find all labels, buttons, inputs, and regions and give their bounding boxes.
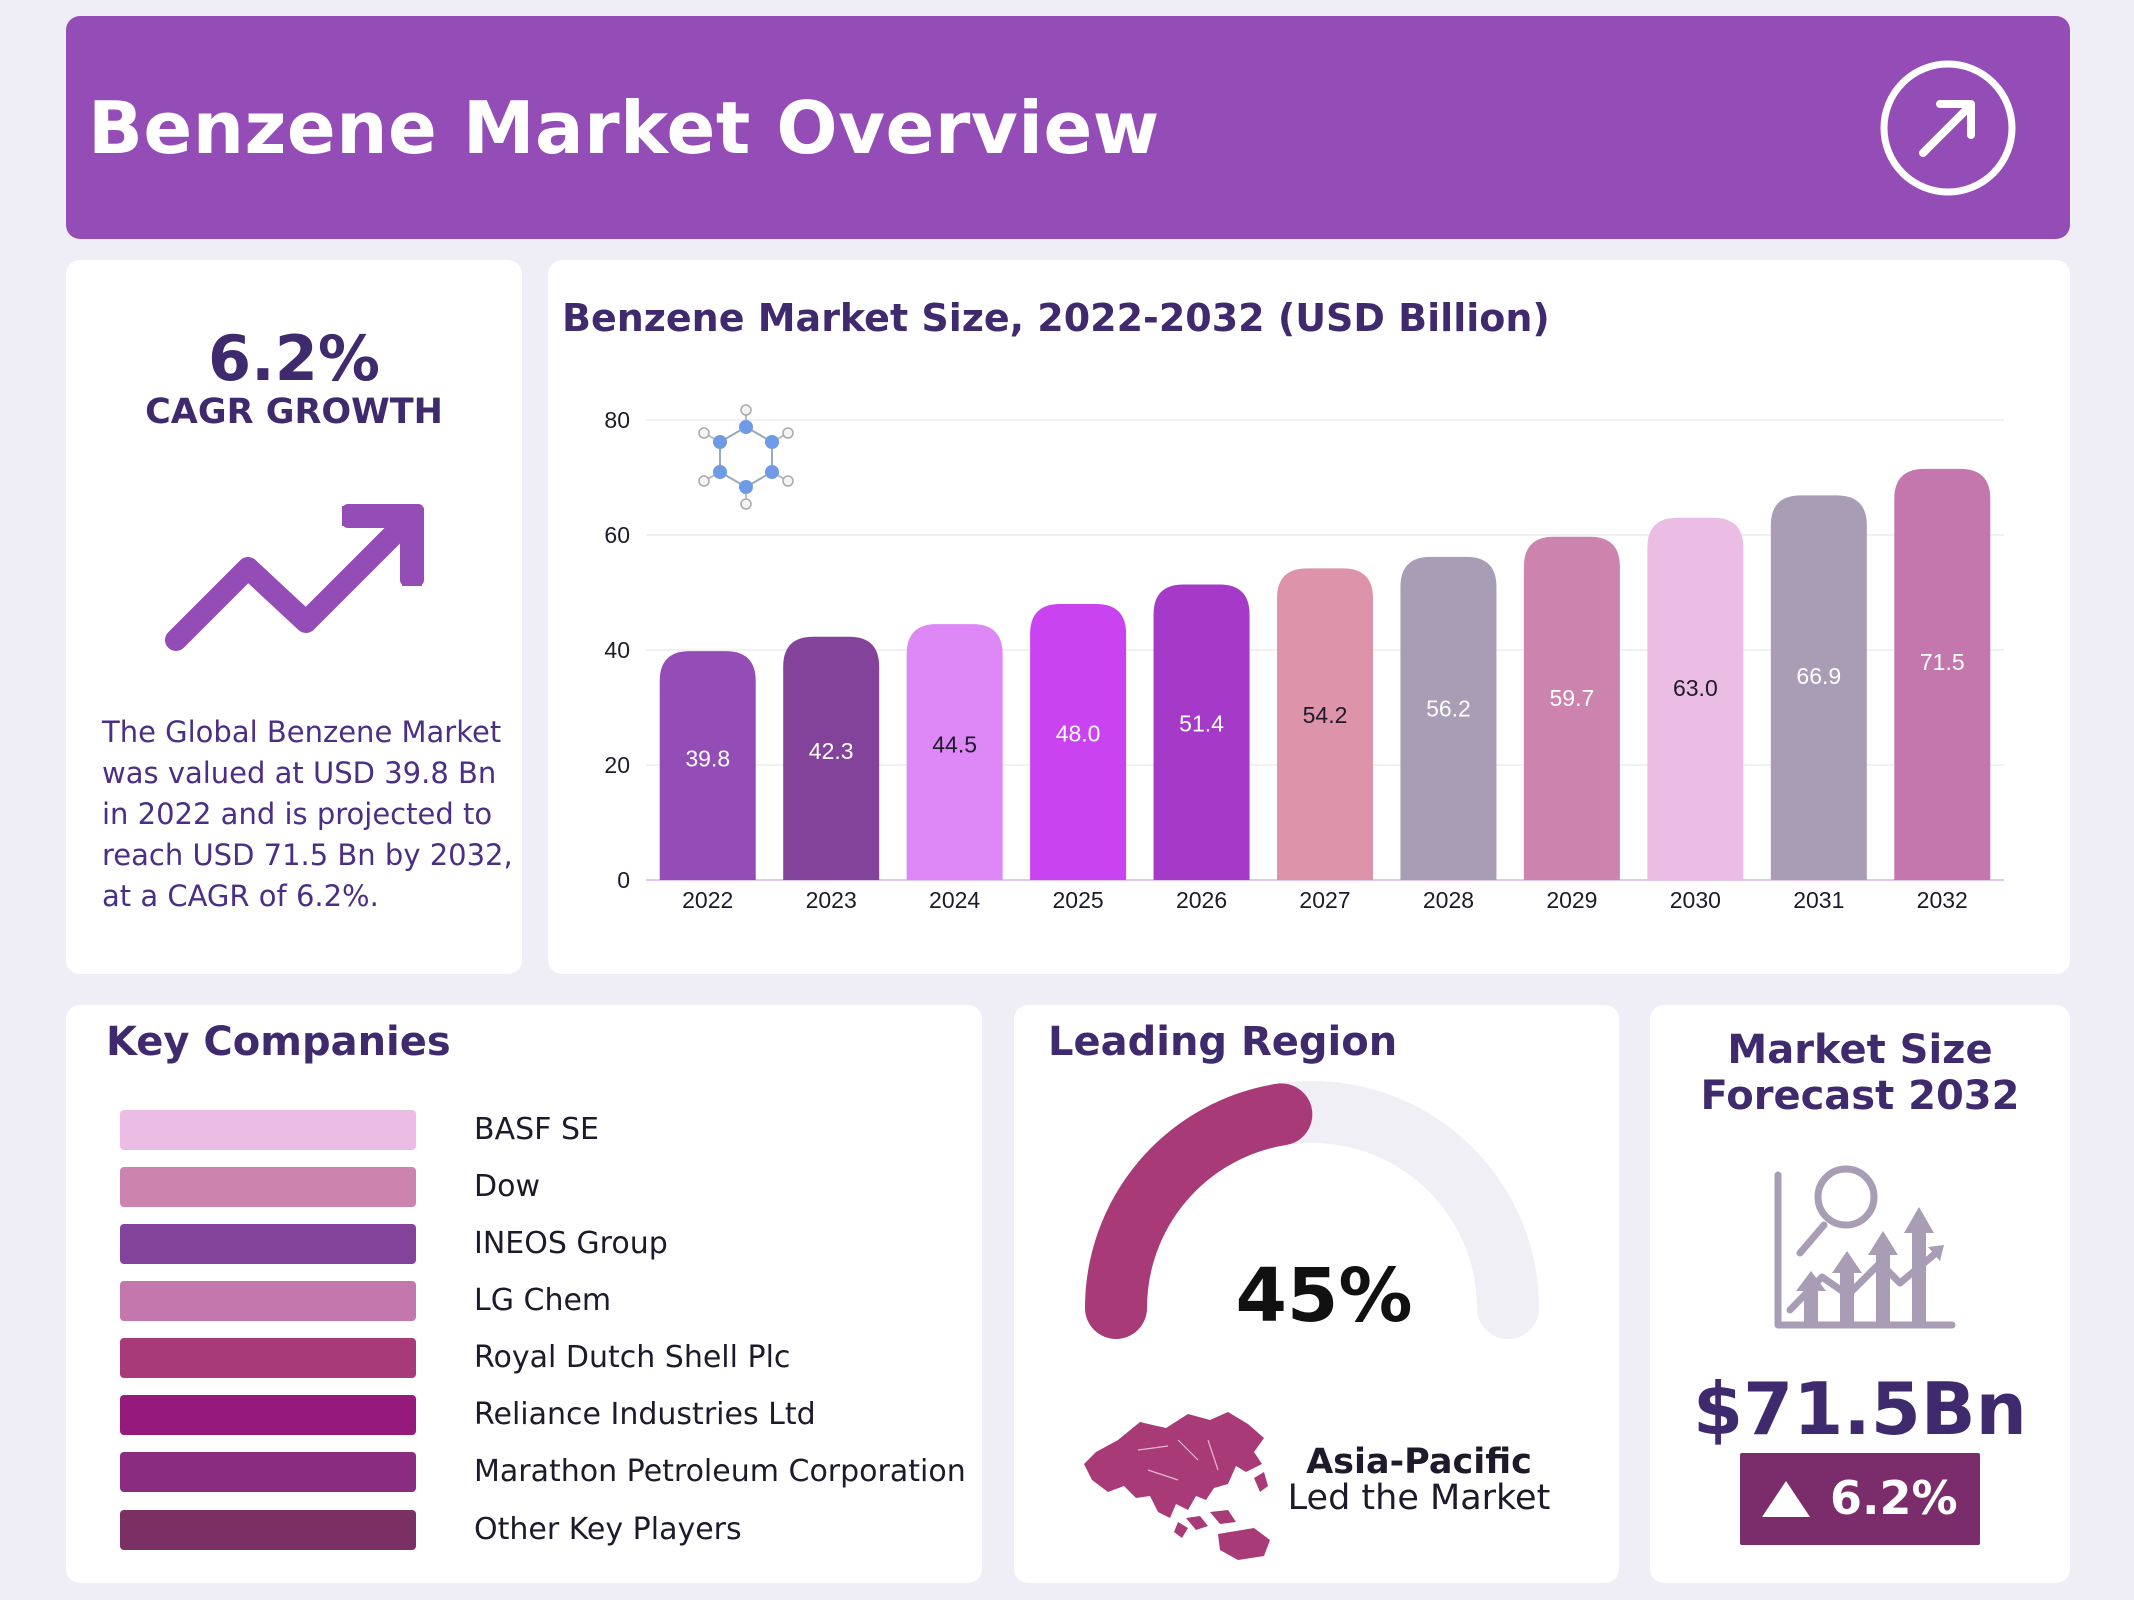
bar-value-label: 59.7 — [1550, 685, 1595, 711]
company-name: BASF SE — [474, 1112, 599, 1147]
region-name: Asia-Pacific — [1306, 1442, 1532, 1482]
bar-value-label: 56.2 — [1426, 696, 1471, 722]
header-banner: Benzene Market Overview — [66, 16, 2070, 239]
gauge-fill — [1085, 1083, 1313, 1339]
forecast-value: $71.5Bn — [1693, 1367, 2027, 1451]
company-name: Marathon Petroleum Corporation — [474, 1454, 966, 1489]
y-tick-label: 60 — [604, 522, 630, 548]
bar-2031 — [1770, 495, 1867, 880]
company-name: Reliance Industries Ltd — [474, 1397, 816, 1432]
leading-region-title: Leading Region — [1048, 1019, 1398, 1065]
key-companies-title: Key Companies — [106, 1019, 451, 1065]
bar-2023 — [783, 636, 880, 880]
x-tick-label: 2031 — [1793, 887, 1844, 913]
bar-value-label: 54.2 — [1303, 702, 1348, 728]
region-share-gauge — [1085, 1081, 1539, 1339]
company-row: Other Key Players — [120, 1510, 970, 1550]
page-title: Benzene Market Overview — [88, 86, 1160, 170]
x-tick-label: 2028 — [1423, 887, 1474, 913]
company-color-bar — [120, 1224, 416, 1264]
y-tick-label: 40 — [604, 637, 630, 663]
company-color-bar — [120, 1510, 416, 1550]
company-color-bar — [120, 1395, 416, 1435]
company-name: Other Key Players — [474, 1512, 742, 1547]
bar-2024 — [906, 624, 1003, 880]
bar-value-label: 44.5 — [932, 731, 977, 757]
bar-value-label: 48.0 — [1056, 721, 1101, 747]
company-row: Marathon Petroleum Corporation — [120, 1452, 970, 1492]
x-tick-label: 2023 — [806, 887, 857, 913]
growth-badge: 6.2% — [1740, 1453, 1980, 1545]
benzene-molecule-icon — [698, 404, 794, 510]
y-tick-label: 20 — [604, 752, 630, 778]
cagr-card: 6.2% CAGR GROWTH The Global Benzene Mark… — [66, 260, 522, 974]
arrow-up-right-circle-icon[interactable] — [1878, 58, 2018, 198]
asia-pacific-map-icon — [1084, 1412, 1270, 1560]
forecast-card: Market Size Forecast 2032 $71.5Bn 6.2% — [1650, 1005, 2070, 1583]
company-color-bar — [120, 1167, 416, 1207]
company-row: Dow — [120, 1167, 970, 1207]
x-tick-label: 2030 — [1670, 887, 1721, 913]
y-tick-label: 0 — [617, 867, 630, 893]
company-name: LG Chem — [474, 1283, 612, 1318]
key-companies-card: Key Companies BASF SE Dow INEOS Group LG Ch… — [66, 1005, 982, 1583]
company-name: Dow — [474, 1169, 540, 1204]
x-tick-label: 2022 — [682, 887, 733, 913]
y-tick-label: 80 — [604, 407, 630, 433]
forecast-title-line2: Forecast 2032 — [1700, 1073, 2020, 1119]
bar-2029 — [1523, 536, 1620, 880]
x-tick-label: 2029 — [1546, 887, 1597, 913]
chart-bars: 39.8 2022 42.3 2023 44.5 2024 48.0 2025 51.4 2026… — [659, 468, 1991, 913]
cagr-value: 6.2% — [208, 322, 380, 395]
bar-2025 — [1030, 604, 1127, 880]
forecast-title-line1: Market Size — [1727, 1027, 1993, 1073]
company-row: LG Chem — [120, 1281, 970, 1321]
forecast-title: Market Size Forecast 2032 — [1650, 1027, 2070, 1119]
bar-value-label: 51.4 — [1179, 710, 1224, 736]
bar-value-label: 63.0 — [1673, 675, 1718, 701]
bar-value-label: 66.9 — [1796, 663, 1841, 689]
company-color-bar — [120, 1281, 416, 1321]
trending-up-icon — [165, 504, 424, 651]
company-row: BASF SE — [120, 1110, 970, 1150]
chart-title: Benzene Market Size, 2022-2032 (USD Bill… — [562, 296, 1550, 340]
x-tick-label: 2026 — [1176, 887, 1227, 913]
company-color-bar — [120, 1110, 416, 1150]
x-tick-label: 2025 — [1053, 887, 1104, 913]
cagr-label: CAGR GROWTH — [145, 392, 443, 432]
triangle-up-icon — [1762, 1481, 1810, 1517]
company-row: Reliance Industries Ltd — [120, 1395, 970, 1435]
bar-value-label: 71.5 — [1920, 649, 1965, 675]
bar-value-label: 42.3 — [809, 738, 854, 764]
growth-badge-value: 6.2% — [1830, 1471, 1958, 1525]
company-row: INEOS Group — [120, 1224, 970, 1264]
bar-value-label: 39.8 — [685, 746, 730, 772]
bar-2022 — [659, 651, 756, 880]
company-color-bar — [120, 1338, 416, 1378]
company-name: INEOS Group — [474, 1226, 668, 1261]
region-share-value: 45% — [1235, 1253, 1413, 1339]
company-name: Royal Dutch Shell Plc — [474, 1340, 791, 1375]
bar-2026 — [1153, 584, 1250, 880]
bar-2027 — [1277, 568, 1373, 880]
bar-2028 — [1400, 556, 1497, 880]
region-subtitle: Led the Market — [1287, 1478, 1551, 1518]
x-tick-label: 2024 — [929, 887, 980, 913]
leading-region-card: Leading Region 45% Asia-Pacific Led the … — [1014, 1005, 1619, 1583]
bar-2032 — [1894, 468, 1991, 880]
cagr-description: The Global Benzene Market was valued at … — [102, 715, 513, 913]
growth-analysis-icon — [1774, 1165, 1956, 1329]
x-tick-label: 2027 — [1299, 887, 1350, 913]
company-row: Royal Dutch Shell Plc — [120, 1338, 970, 1378]
bar-2030 — [1647, 517, 1744, 880]
x-tick-label: 2032 — [1917, 887, 1968, 913]
company-color-bar — [120, 1452, 416, 1492]
chart-card: Benzene Market Size, 2022-2032 (USD Bill… — [548, 260, 2070, 974]
